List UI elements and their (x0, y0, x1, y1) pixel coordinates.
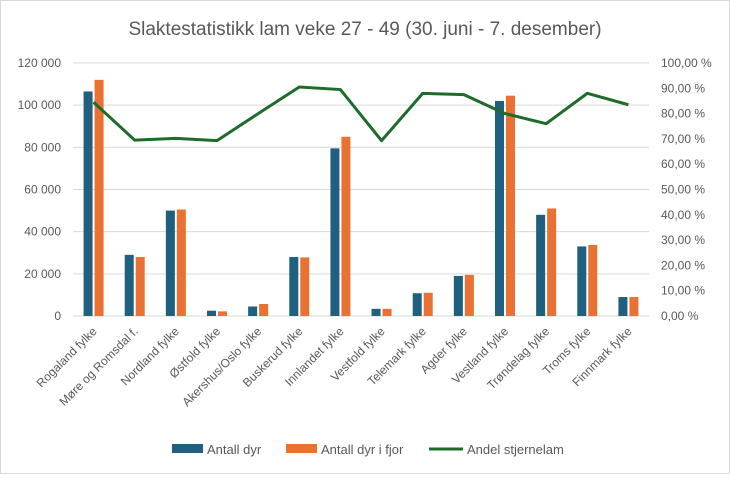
y2-tick-label: 40,00 % (661, 208, 705, 222)
legend: Antall dyr Antall dyr i fjor Andel stjerne… (172, 442, 564, 457)
bar-antall-dyr-i-fjor (136, 257, 145, 316)
chart-title: Slaktestatistikk lam veke 27 - 49 (30. j… (128, 19, 601, 40)
legend-label: Andel stjernelam (467, 442, 564, 457)
y2-tick-label: 100,00 % (661, 56, 712, 70)
left-axis-labels: 0 20 000 40 000 60 000 80 000 100 000 120 000 (18, 56, 62, 323)
bar-antall-dyr (84, 91, 93, 316)
bar-antall-dyr (618, 297, 627, 316)
bar-antall-dyr-i-fjor (465, 275, 474, 316)
bar-antall-dyr-i-fjor (300, 257, 309, 316)
legend-label: Antall dyr (207, 442, 262, 457)
gridlines (73, 63, 649, 316)
bar-antall-dyr-i-fjor (629, 297, 638, 316)
y-tick-label: 40 000 (24, 225, 61, 239)
y-tick-label: 0 (54, 309, 61, 323)
line-series (93, 87, 628, 141)
bar-antall-dyr-i-fjor (259, 304, 268, 316)
y2-tick-label: 60,00 % (661, 157, 705, 171)
y-tick-label: 60 000 (24, 183, 61, 197)
bar-antall-dyr-i-fjor (424, 293, 433, 316)
right-axis-labels: 0,00 % 10,00 % 20,00 % 30,00 % 40,00 % 50,00 … (661, 56, 712, 323)
y2-tick-label: 70,00 % (661, 132, 705, 146)
bar-antall-dyr-i-fjor (218, 311, 227, 316)
bar-antall-dyr (166, 211, 175, 316)
y-tick-label: 20 000 (24, 267, 61, 281)
y-tick-label: 80 000 (24, 140, 61, 154)
bar-antall-dyr (207, 311, 216, 316)
bar-antall-dyr-i-fjor (177, 210, 186, 316)
legend-swatch (172, 444, 203, 453)
y2-tick-label: 90,00 % (661, 81, 705, 95)
bar-antall-dyr (125, 255, 134, 316)
y2-tick-label: 0,00 % (661, 309, 699, 323)
bar-antall-dyr (330, 148, 339, 316)
bar-antall-dyr (413, 293, 422, 316)
bar-antall-dyr (454, 276, 463, 316)
bar-antall-dyr (372, 309, 381, 316)
y-tick-label: 100 000 (18, 98, 62, 112)
bar-antall-dyr (577, 246, 586, 316)
y2-tick-label: 30,00 % (661, 233, 705, 247)
bar-antall-dyr-i-fjor (383, 309, 392, 316)
bar-antall-dyr-i-fjor (95, 80, 104, 316)
bar-antall-dyr (289, 257, 298, 316)
y2-tick-label: 50,00 % (661, 183, 705, 197)
legend-swatch (286, 444, 317, 453)
y2-tick-label: 80,00 % (661, 107, 705, 121)
legend-label: Antall dyr i fjor (321, 442, 404, 457)
y-tick-label: 120 000 (18, 56, 62, 70)
bar-antall-dyr-i-fjor (588, 245, 597, 316)
bar-antall-dyr-i-fjor (547, 208, 556, 316)
bar-antall-dyr-i-fjor (506, 96, 515, 316)
bar-antall-dyr (495, 101, 504, 316)
y2-tick-label: 10,00 % (661, 284, 705, 298)
line-andel-stjernelam (94, 87, 629, 141)
y2-tick-label: 20,00 % (661, 258, 705, 272)
bar-antall-dyr (536, 215, 545, 316)
x-tick-label: Akershus/Oslo fylke (179, 324, 264, 409)
x-tick-label: Møre og Romsdal f. (56, 324, 140, 408)
bar-antall-dyr-i-fjor (341, 137, 350, 316)
bar-antall-dyr (248, 307, 257, 316)
